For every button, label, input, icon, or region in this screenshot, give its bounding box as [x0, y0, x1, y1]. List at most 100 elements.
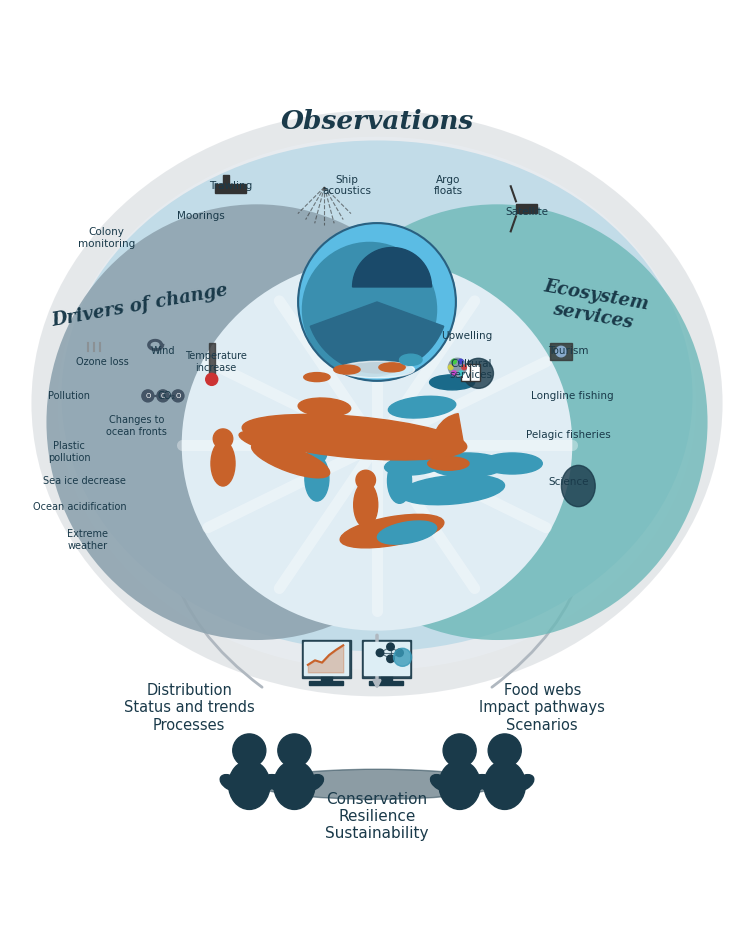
Circle shape [452, 371, 456, 376]
Text: Ozone loss: Ozone loss [76, 357, 129, 367]
Circle shape [172, 390, 184, 402]
Ellipse shape [484, 760, 526, 809]
Circle shape [157, 390, 169, 402]
Ellipse shape [257, 770, 497, 799]
Circle shape [449, 358, 467, 377]
Text: CO₂: CO₂ [158, 391, 176, 401]
Ellipse shape [388, 397, 455, 418]
Text: Conservation
Resilience
Sustainability: Conservation Resilience Sustainability [325, 791, 429, 841]
Bar [309, 681, 343, 685]
Text: Upwelling: Upwelling [442, 331, 493, 341]
Ellipse shape [211, 441, 235, 486]
Ellipse shape [430, 453, 504, 477]
Circle shape [452, 359, 456, 364]
Bar [362, 640, 411, 677]
Text: Tourism: Tourism [548, 346, 589, 356]
Ellipse shape [464, 358, 493, 388]
Ellipse shape [340, 514, 444, 548]
Bar [364, 642, 409, 675]
Ellipse shape [258, 774, 278, 791]
Text: Food webs
Impact pathways
Scenarios: Food webs Impact pathways Scenarios [480, 683, 605, 733]
Text: Pollution: Pollution [48, 391, 90, 401]
Ellipse shape [239, 431, 305, 455]
Ellipse shape [287, 204, 707, 640]
Ellipse shape [354, 482, 378, 528]
Circle shape [462, 365, 467, 369]
Circle shape [387, 643, 394, 651]
Ellipse shape [428, 457, 469, 470]
Circle shape [396, 649, 403, 657]
Ellipse shape [228, 760, 270, 809]
Bar [209, 343, 215, 377]
Ellipse shape [242, 414, 467, 460]
Text: Observations: Observations [280, 109, 474, 134]
Circle shape [277, 734, 311, 767]
Ellipse shape [47, 204, 467, 640]
Ellipse shape [562, 465, 595, 507]
Ellipse shape [62, 140, 692, 651]
Text: Ecosystem
services: Ecosystem services [539, 277, 651, 334]
Ellipse shape [482, 453, 542, 474]
Text: Pelagic fisheries: Pelagic fisheries [526, 430, 611, 440]
Bar [550, 343, 572, 360]
Ellipse shape [400, 475, 504, 505]
Bar [302, 640, 351, 677]
Circle shape [449, 365, 453, 369]
Ellipse shape [303, 774, 323, 791]
Circle shape [488, 734, 521, 767]
Ellipse shape [468, 774, 489, 791]
Text: Plastic
pollution: Plastic pollution [48, 442, 90, 463]
Circle shape [213, 429, 233, 448]
Text: Wind: Wind [151, 346, 175, 356]
Text: Drivers of change: Drivers of change [51, 282, 230, 330]
Text: Science: Science [548, 478, 589, 487]
Ellipse shape [430, 375, 475, 390]
Ellipse shape [388, 458, 412, 503]
Text: Temperature
increase: Temperature increase [185, 351, 247, 373]
Circle shape [376, 649, 384, 657]
Circle shape [302, 242, 437, 377]
Ellipse shape [339, 362, 415, 378]
Circle shape [390, 447, 409, 465]
Ellipse shape [305, 456, 329, 501]
Text: Cultural
services: Cultural services [449, 359, 492, 381]
Ellipse shape [298, 398, 351, 416]
Text: Moorings: Moorings [176, 211, 225, 220]
Circle shape [356, 470, 375, 490]
Ellipse shape [385, 455, 445, 475]
Circle shape [458, 371, 463, 376]
Bar [216, 184, 246, 193]
Ellipse shape [265, 774, 286, 791]
Text: Distribution
Status and trends
Processes: Distribution Status and trends Processes [124, 683, 255, 733]
Ellipse shape [476, 774, 496, 791]
Text: O: O [175, 393, 181, 398]
Ellipse shape [304, 373, 330, 382]
Text: Argo
floats: Argo floats [434, 174, 463, 196]
Ellipse shape [379, 363, 405, 372]
Ellipse shape [400, 354, 422, 365]
Text: C: C [161, 393, 165, 398]
Circle shape [298, 223, 456, 381]
Bar [320, 675, 332, 683]
Ellipse shape [274, 760, 315, 809]
Bar [223, 175, 229, 184]
Ellipse shape [439, 760, 480, 809]
Circle shape [443, 734, 477, 767]
Bar [516, 204, 537, 213]
Ellipse shape [378, 521, 437, 544]
Text: Satellite: Satellite [506, 207, 549, 217]
Text: Colony
monitoring: Colony monitoring [78, 227, 135, 249]
Text: Changes to
ocean fronts: Changes to ocean fronts [106, 415, 167, 437]
Bar [381, 675, 392, 683]
Text: Sea ice decrease: Sea ice decrease [42, 476, 125, 486]
Bar [369, 681, 403, 685]
Ellipse shape [182, 259, 572, 630]
Text: Extreme
weather: Extreme weather [67, 529, 109, 551]
Ellipse shape [431, 774, 451, 791]
Wedge shape [311, 302, 443, 373]
Wedge shape [434, 414, 464, 453]
Wedge shape [353, 248, 431, 287]
Ellipse shape [220, 774, 241, 791]
Ellipse shape [334, 365, 360, 374]
Ellipse shape [32, 110, 722, 696]
